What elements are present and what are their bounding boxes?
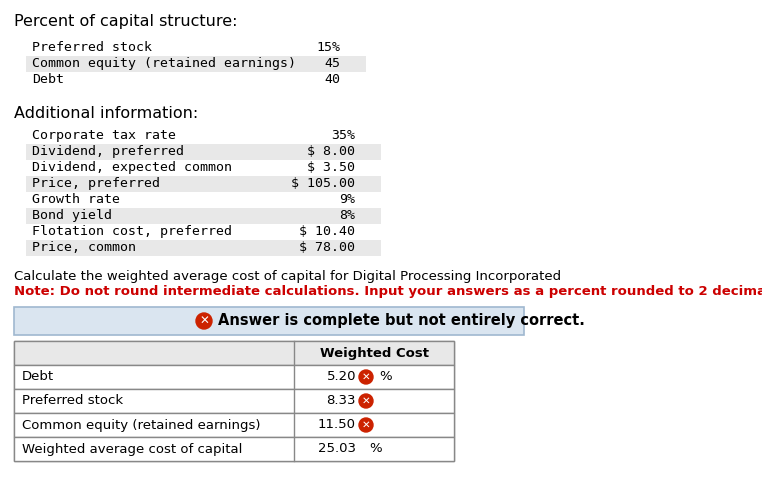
Text: 9%: 9% xyxy=(339,193,355,206)
Bar xyxy=(26,40,366,56)
Bar xyxy=(26,176,381,192)
Text: $ 8.00: $ 8.00 xyxy=(307,145,355,158)
Bar xyxy=(26,240,381,256)
Bar xyxy=(14,307,524,335)
Text: ✕: ✕ xyxy=(362,420,370,430)
Text: Flotation cost, preferred: Flotation cost, preferred xyxy=(32,225,232,238)
Text: Bond yield: Bond yield xyxy=(32,209,112,222)
Circle shape xyxy=(359,394,373,408)
Text: 40: 40 xyxy=(324,73,340,86)
Text: ✕: ✕ xyxy=(362,372,370,382)
Bar xyxy=(26,128,381,144)
Bar xyxy=(14,413,454,437)
Text: 45: 45 xyxy=(324,57,340,70)
Text: Dividend, expected common: Dividend, expected common xyxy=(32,161,232,174)
Text: Common equity (retained earnings): Common equity (retained earnings) xyxy=(32,57,296,70)
Text: Price, common: Price, common xyxy=(32,241,136,254)
Text: $ 105.00: $ 105.00 xyxy=(291,177,355,190)
Circle shape xyxy=(196,313,212,329)
Bar xyxy=(26,192,381,208)
Text: %: % xyxy=(369,442,382,456)
Text: ✕: ✕ xyxy=(199,315,209,327)
Text: %: % xyxy=(379,371,392,383)
Text: $ 10.40: $ 10.40 xyxy=(299,225,355,238)
Text: Price, preferred: Price, preferred xyxy=(32,177,160,190)
Bar xyxy=(26,72,366,88)
Bar xyxy=(14,437,454,461)
Text: $ 78.00: $ 78.00 xyxy=(299,241,355,254)
Circle shape xyxy=(359,370,373,384)
Circle shape xyxy=(359,418,373,432)
Text: Answer is complete but not entirely correct.: Answer is complete but not entirely corr… xyxy=(218,313,585,328)
Bar xyxy=(26,224,381,240)
Bar xyxy=(14,389,454,413)
Text: Percent of capital structure:: Percent of capital structure: xyxy=(14,14,238,29)
Bar xyxy=(26,144,381,160)
Text: Debt: Debt xyxy=(32,73,64,86)
Text: Weighted Cost: Weighted Cost xyxy=(319,347,428,359)
Text: Corporate tax rate: Corporate tax rate xyxy=(32,129,176,142)
Text: 11.50: 11.50 xyxy=(318,418,356,432)
Text: 8%: 8% xyxy=(339,209,355,222)
Bar xyxy=(26,160,381,176)
Text: Dividend, preferred: Dividend, preferred xyxy=(32,145,184,158)
Text: 35%: 35% xyxy=(331,129,355,142)
Text: Preferred stock: Preferred stock xyxy=(32,41,152,54)
Text: 25.03: 25.03 xyxy=(318,442,356,456)
Text: $ 3.50: $ 3.50 xyxy=(307,161,355,174)
Text: Preferred stock: Preferred stock xyxy=(22,394,123,408)
Text: ✕: ✕ xyxy=(362,396,370,406)
Text: 5.20: 5.20 xyxy=(326,371,356,383)
Bar xyxy=(14,341,454,461)
Text: 8.33: 8.33 xyxy=(326,394,356,408)
Text: Weighted average cost of capital: Weighted average cost of capital xyxy=(22,442,242,456)
Text: Debt: Debt xyxy=(22,371,54,383)
Bar xyxy=(26,208,381,224)
Text: 15%: 15% xyxy=(316,41,340,54)
Text: Growth rate: Growth rate xyxy=(32,193,120,206)
Text: Note: Do not round intermediate calculations. Input your answers as a percent ro: Note: Do not round intermediate calculat… xyxy=(14,285,762,298)
Text: Common equity (retained earnings): Common equity (retained earnings) xyxy=(22,418,261,432)
Bar xyxy=(14,365,454,389)
Text: Calculate the weighted average cost of capital for Digital Processing Incorporat: Calculate the weighted average cost of c… xyxy=(14,270,561,283)
Bar xyxy=(26,56,366,72)
Bar xyxy=(14,341,454,365)
Text: Additional information:: Additional information: xyxy=(14,106,198,121)
